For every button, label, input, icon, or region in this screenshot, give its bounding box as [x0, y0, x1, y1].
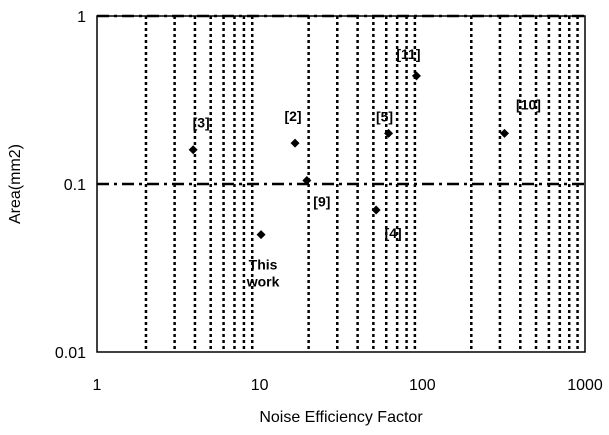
- data-point-label: [11]: [396, 46, 420, 62]
- data-point-marker: [384, 128, 394, 138]
- data-point-label: [5]: [376, 108, 393, 124]
- data-point-marker: [371, 205, 381, 215]
- data-point-label-line: work: [246, 274, 280, 290]
- x-tick-label: 1000: [567, 377, 603, 394]
- y-tick-label: 0.1: [64, 177, 86, 194]
- data-point-marker: [256, 230, 266, 240]
- x-tick-label: 1: [93, 377, 102, 394]
- x-tick-label: 100: [409, 377, 436, 394]
- data-point-label: [3]: [193, 115, 210, 131]
- y-axis-label: Area(mm2): [7, 144, 24, 224]
- data-point-label-line: This: [249, 257, 278, 273]
- grid: [97, 14, 585, 352]
- data-point-marker: [290, 138, 300, 148]
- y-tick-label: 1: [77, 9, 86, 26]
- plot-frame: [96, 15, 586, 353]
- data-point-label: [10]: [516, 96, 541, 112]
- data-point-marker: [411, 71, 421, 81]
- axis-ticks: 1 10 100 1000 0.01 0.1 1: [55, 9, 603, 394]
- data-point-label: [9]: [313, 193, 330, 209]
- data-point-label: [2]: [284, 108, 301, 124]
- x-axis-label: Noise Efficiency Factor: [259, 409, 423, 426]
- data-point-marker: [302, 175, 312, 185]
- data-point-label: This work: [246, 257, 280, 290]
- x-tick-label: 10: [251, 377, 269, 394]
- y-tick-label: 0.01: [55, 345, 86, 362]
- data-point-marker: [188, 145, 198, 155]
- data-points: [3] [2] [9] This work [4] [5] [11] [10]: [188, 46, 541, 290]
- data-point-marker: [500, 128, 510, 138]
- data-point-label: [4]: [385, 225, 402, 241]
